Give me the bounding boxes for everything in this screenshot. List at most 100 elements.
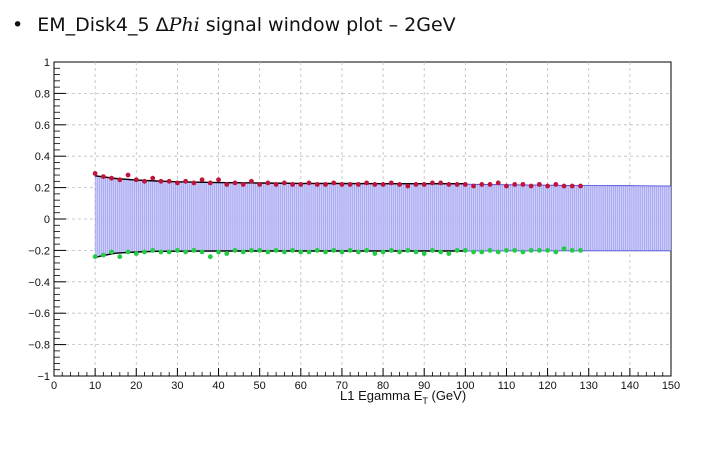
lower-data-point — [512, 248, 518, 253]
lower-data-point — [553, 249, 559, 255]
upper-data-point — [347, 182, 353, 187]
lower-data-point — [273, 248, 279, 253]
upper-data-point — [430, 180, 435, 186]
title-italic: Phi — [168, 14, 200, 36]
upper-data-point — [150, 175, 156, 181]
lower-data-point — [479, 249, 485, 255]
lower-data-point — [446, 251, 452, 256]
lower-data-point — [578, 248, 583, 253]
lower-data-point — [413, 249, 419, 255]
x-tick-label: 120 — [538, 380, 556, 392]
y-tick-label: 0.4 — [35, 151, 50, 163]
upper-data-point — [306, 180, 312, 186]
y-tick-label: 0.6 — [35, 120, 50, 132]
lower-data-point — [240, 249, 246, 255]
x-tick-label: 140 — [621, 380, 639, 392]
x-tick-label: 90 — [418, 380, 430, 392]
lower-data-point — [158, 249, 164, 255]
lower-data-point — [339, 249, 345, 255]
x-tick-label: 130 — [580, 380, 598, 392]
lower-data-point — [323, 249, 328, 255]
x-tick-label: 20 — [130, 380, 142, 392]
title-suffix: signal window plot – 2GeV — [199, 14, 456, 36]
upper-data-point — [569, 183, 575, 189]
lower-data-point — [314, 248, 320, 253]
lower-data-point — [175, 248, 180, 253]
upper-data-point — [495, 180, 501, 186]
y-tick-label: 0 — [44, 214, 50, 226]
signal-window-band — [95, 175, 672, 258]
upper-data-point — [487, 182, 493, 187]
upper-data-point — [331, 180, 337, 186]
title-bullet: • — [12, 14, 24, 36]
lower-data-point — [281, 249, 287, 255]
lower-data-point — [545, 248, 550, 253]
upper-data-point — [578, 183, 583, 189]
lower-data-point — [142, 249, 147, 255]
points-layer — [92, 171, 583, 260]
x-tick-label: 30 — [171, 380, 183, 392]
lower-data-point — [224, 251, 230, 256]
upper-data-point — [191, 180, 197, 186]
lower-data-point — [504, 248, 509, 253]
lower-data-point — [405, 248, 411, 253]
upper-data-point — [224, 182, 230, 187]
upper-data-point — [207, 180, 213, 186]
x-tick-label: 40 — [212, 380, 224, 392]
upper-data-point — [446, 182, 452, 187]
x-tick-label: 50 — [254, 380, 266, 392]
lower-data-point — [454, 248, 460, 253]
lower-data-point — [569, 248, 575, 253]
upper-data-point — [290, 182, 295, 187]
y-tick-label: −0.2 — [28, 245, 50, 257]
upper-data-point — [257, 182, 263, 187]
x-tick-label: 60 — [295, 380, 307, 392]
upper-data-point — [216, 177, 221, 183]
lower-data-point — [125, 249, 131, 255]
title-prefix: EM_Disk4_5 Δ — [37, 14, 169, 36]
x-tick-label: 80 — [377, 380, 389, 392]
upper-data-point — [471, 183, 476, 189]
lower-data-point — [561, 246, 567, 252]
upper-data-point — [249, 178, 254, 184]
upper-data-point — [232, 180, 238, 186]
y-tick-label: −0.8 — [28, 340, 50, 352]
upper-data-point — [273, 182, 279, 187]
lower-data-point — [528, 248, 534, 253]
upper-data-point — [536, 182, 542, 187]
y-tick-label: 1 — [44, 57, 50, 69]
lower-data-point — [249, 248, 254, 253]
lower-data-point — [150, 248, 156, 253]
upper-data-point — [265, 180, 271, 186]
upper-data-point — [323, 182, 328, 187]
y-tick-label: −0.6 — [28, 308, 50, 320]
upper-data-point — [438, 180, 444, 186]
x-tick-label: 110 — [498, 380, 516, 392]
lower-data-point — [462, 248, 468, 253]
band-layer — [94, 175, 672, 258]
upper-data-point — [504, 183, 509, 189]
upper-data-point — [364, 180, 370, 186]
upper-data-point — [175, 180, 180, 186]
lower-data-point — [364, 248, 370, 253]
lower-data-point — [430, 248, 435, 253]
lower-data-point — [487, 248, 493, 253]
x-tick-label: 150 — [662, 380, 680, 392]
lower-data-point — [257, 248, 263, 253]
upper-data-point — [553, 182, 559, 187]
y-tick-label: 0.8 — [35, 88, 50, 100]
lower-data-point — [117, 254, 123, 260]
upper-data-point — [199, 177, 205, 183]
y-tick-label: 0.2 — [35, 183, 50, 195]
upper-data-point — [142, 178, 147, 184]
lower-data-point — [397, 249, 402, 255]
upper-data-point — [109, 175, 114, 181]
upper-data-point — [183, 178, 189, 184]
upper-data-point — [240, 182, 246, 187]
upper-data-point — [413, 182, 419, 187]
lower-data-point — [347, 248, 353, 253]
upper-data-point — [397, 182, 402, 187]
lower-data-point — [109, 249, 114, 255]
lower-data-point — [438, 249, 444, 255]
